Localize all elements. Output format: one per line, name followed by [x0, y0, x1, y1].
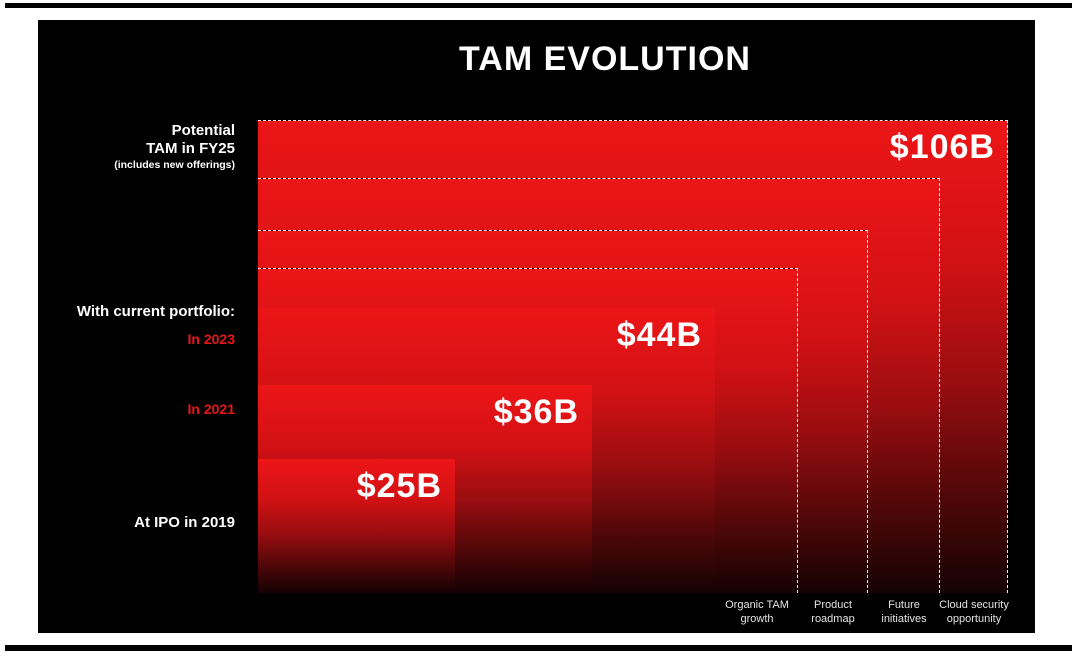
- value-fy25: $106B: [889, 128, 995, 166]
- label-line: TAM in FY25: [146, 140, 235, 157]
- driver-cloud-security-opportunity: Cloud security opportunity: [926, 598, 1022, 626]
- driver-line: roadmap: [811, 613, 855, 625]
- label-at-ipo-2019: At IPO in 2019: [134, 514, 235, 531]
- bottom-divider: [5, 645, 1072, 651]
- driver-line: Cloud security: [939, 599, 1009, 611]
- label-with-current-portfolio: With current portfolio:: [76, 303, 235, 320]
- top-divider: [5, 3, 1072, 8]
- label-line-sub: (includes new offerings): [114, 159, 235, 171]
- driver-line: growth: [740, 613, 774, 625]
- driver-future-initiatives: Future initiatives: [856, 598, 952, 626]
- label-in-2023: In 2023: [187, 331, 235, 347]
- value-2023: $44B: [616, 316, 702, 354]
- chart-title: TAM EVOLUTION: [459, 40, 751, 78]
- label-potential-tam-fy25: Potential TAM in FY25 (includes new offe…: [38, 122, 235, 172]
- value-ipo-2019: $25B: [356, 467, 442, 505]
- slide: TAM EVOLUTION Potential TAM in FY25 (inc…: [38, 20, 1035, 633]
- label-in-2021: In 2021: [187, 401, 235, 417]
- driver-organic-tam-growth: Organic TAM growth: [709, 598, 805, 626]
- driver-line: Organic TAM: [725, 599, 789, 611]
- tam-rect-ipo-2019: $25B: [258, 459, 455, 593]
- driver-line: Product: [814, 599, 852, 611]
- driver-line: initiatives: [881, 613, 927, 625]
- label-line: Potential: [171, 122, 235, 139]
- driver-line: Future: [888, 599, 920, 611]
- driver-line: opportunity: [946, 613, 1002, 625]
- value-2021: $36B: [493, 393, 579, 431]
- driver-product-roadmap: Product roadmap: [785, 598, 881, 626]
